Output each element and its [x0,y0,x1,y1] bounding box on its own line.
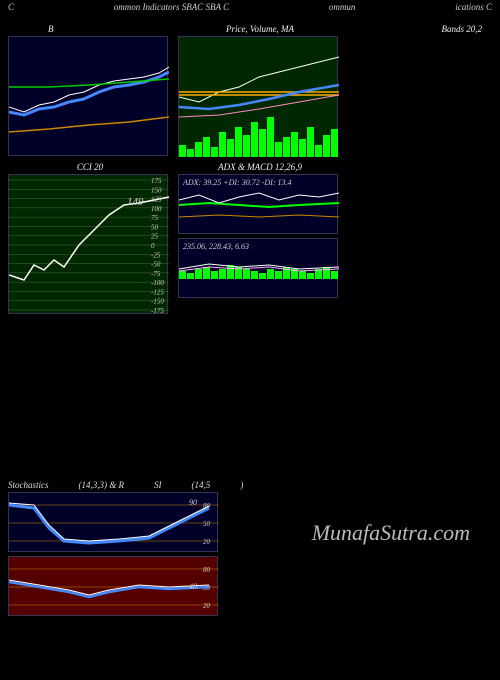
svg-text:ADX: 39.25 +DI: 30.72 -DI: 13.: ADX: 39.25 +DI: 30.72 -DI: 13.4 [182,178,292,187]
hdr-left: C [8,2,14,16]
stoch-top-panel: 80502090 [8,492,218,552]
stoch-t-b: (14,3,3) & R [79,480,125,490]
svg-text:175: 175 [151,177,162,185]
svg-text:20: 20 [203,538,211,546]
stoch-t-c: SI [154,480,162,490]
svg-text:-75: -75 [151,270,161,278]
stoch-top-svg: 80502090 [9,493,219,553]
pricevol-svg [179,37,339,157]
cci-panel: 1751501251007550250-25-50-75-100-125-150… [8,174,168,314]
svg-text:-50: -50 [151,261,161,269]
svg-text:149: 149 [127,196,144,208]
bottom-section: Stochastics (14,3,3) & R SI (14,5 ) 80 50… [8,480,492,616]
hdr-right: ications C [455,2,492,16]
svg-text:235.06, 228.43, 6.63: 235.06, 228.43, 6.63 [183,242,249,251]
header-bar: C ommon Indicators SBAC SBA C ommun icat… [0,0,500,18]
cci-svg: 1751501251007550250-25-50-75-100-125-150… [9,175,169,315]
adx-svg: ADX: 39.25 +DI: 30.72 -DI: 13.4 [179,175,339,235]
macd-svg: 235.06, 228.43, 6.63 [179,239,339,299]
svg-text:-25: -25 [151,251,161,259]
stoch-title-row: Stochastics (14,3,3) & R SI (14,5 ) [8,480,492,490]
bollinger-panel [8,36,168,156]
svg-text:48: 48 [189,582,197,591]
svg-text:25: 25 [151,233,159,241]
svg-text:50: 50 [203,520,211,528]
bollinger-svg [9,37,169,157]
svg-text:90: 90 [189,498,197,507]
watermark: MunafaSutra.com [312,520,470,546]
adx-col: ADX & MACD 12,26,9 ADX: 39.25 +DI: 30.72… [178,160,342,314]
svg-text:50: 50 [151,223,159,231]
hdr-mid2: ommun [329,2,356,16]
pricevol-panel [178,36,338,156]
svg-text:150: 150 [151,186,162,194]
macd-panel: 235.06, 228.43, 6.63 [178,238,338,298]
svg-text:-175: -175 [151,307,164,315]
stoch-t-a: Stochastics [8,480,49,490]
hdr-center: ommon Indicators SBAC SBA C [114,2,229,16]
bands-title-col: Bands 20,2 [348,22,492,156]
mid-row: CCI 20 1751501251007550250-25-50-75-100-… [0,160,500,314]
adx-title: ADX & MACD 12,26,9 [178,160,342,174]
svg-text:100: 100 [151,205,162,213]
stoch-t-e: ) [240,480,243,490]
pricevol-col: Price, Volume, MA [178,22,342,156]
bands-title: Bands 20,2 [348,22,492,36]
bollinger-title: B [8,22,172,36]
svg-text:75: 75 [151,214,159,222]
stoch-bot-svg: 80502048 [9,557,219,617]
adx-panel: ADX: 39.25 +DI: 30.72 -DI: 13.4 [178,174,338,234]
bollinger-col: B [8,22,172,156]
svg-text:0: 0 [151,242,155,250]
cci-title: CCI 20 [8,160,172,174]
cci-col: CCI 20 1751501251007550250-25-50-75-100-… [8,160,172,314]
stoch-bot-panel: 80502048 [8,556,218,616]
stoch-t-d: (14,5 [192,480,211,490]
pricevol-title: Price, Volume, MA [178,22,342,36]
svg-text:80: 80 [203,566,211,574]
svg-text:-150: -150 [151,298,164,306]
svg-text:-100: -100 [151,279,164,287]
top-row: B Price, Volume, MA Bands 20,2 [0,22,500,156]
svg-text:20: 20 [203,602,211,610]
svg-text:-125: -125 [151,288,164,296]
